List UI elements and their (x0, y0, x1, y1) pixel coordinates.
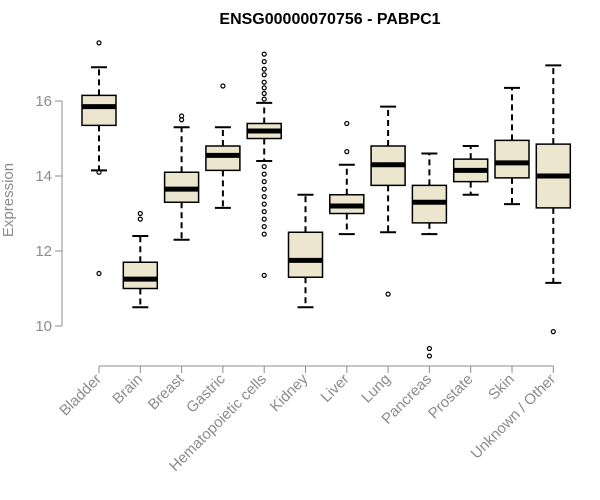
box-kidney (287, 193, 324, 309)
box-iqr (287, 231, 324, 278)
outlier-point (261, 231, 267, 237)
outlier-point (261, 224, 267, 230)
outlier-point (261, 209, 267, 215)
outlier-point (261, 96, 267, 102)
outlier-point (426, 353, 432, 359)
box-breast (163, 113, 200, 241)
box-gastric (205, 83, 241, 209)
outlier-point (261, 171, 267, 177)
outlier-point (179, 117, 185, 123)
outlier-point (261, 79, 267, 85)
box-pancreas (411, 152, 448, 359)
x-tick-label: Kidney (267, 370, 312, 415)
outlier-point (344, 149, 350, 155)
box-unknown-other (535, 64, 572, 335)
outlier-point (96, 270, 102, 277)
box-bladder (81, 40, 117, 277)
chart-title: ENSG00000070756 - PABPC1 (219, 11, 440, 28)
outlier-point (96, 169, 102, 175)
outlier-point (261, 272, 267, 278)
outlier-point (261, 201, 267, 207)
x-tick-label: Brain (109, 371, 146, 408)
outlier-point (261, 179, 267, 185)
outlier-point (261, 164, 267, 170)
box-iqr (494, 139, 530, 179)
box-liver (329, 120, 365, 236)
outlier-point (261, 194, 267, 200)
x-tick-label: Bladder (56, 371, 105, 420)
outlier-point (137, 210, 143, 217)
y-tick-label: 10 (35, 318, 52, 335)
y-axis: 10 12 14 16 (35, 93, 63, 335)
outlier-point (344, 120, 350, 127)
x-tick-label: Liver (318, 371, 353, 406)
x-tick-label: Lung (358, 371, 394, 407)
y-tick-label: 14 (35, 168, 52, 185)
box-iqr (122, 261, 159, 290)
box-prostate (452, 145, 489, 196)
outlier-point (261, 66, 267, 72)
box-hematopoietic-cells (246, 51, 282, 278)
outlier-point (385, 291, 391, 297)
box-series (81, 40, 572, 359)
y-tick-label: 12 (35, 243, 52, 260)
outlier-point (96, 40, 102, 46)
outlier-point (261, 90, 267, 97)
y-tick-label: 16 (35, 93, 52, 110)
box-brain (122, 210, 159, 309)
x-tick-label: Prostate (425, 371, 477, 423)
box-iqr (205, 145, 241, 172)
outlier-point (550, 329, 556, 335)
box-iqr (81, 94, 117, 127)
x-tick-label: Breast (145, 370, 188, 413)
outlier-point (261, 51, 267, 57)
outlier-point (261, 85, 267, 91)
outlier-point (261, 186, 267, 192)
box-lung (370, 105, 406, 297)
outlier-point (261, 216, 267, 222)
outlier-point (426, 345, 432, 352)
x-tick-label: Skin (485, 371, 518, 404)
box-skin (494, 86, 530, 206)
outlier-point (137, 216, 143, 222)
outlier-point (261, 72, 267, 78)
y-axis-label: Expression (0, 163, 17, 237)
outlier-point (220, 83, 226, 89)
outlier-point (261, 59, 267, 65)
